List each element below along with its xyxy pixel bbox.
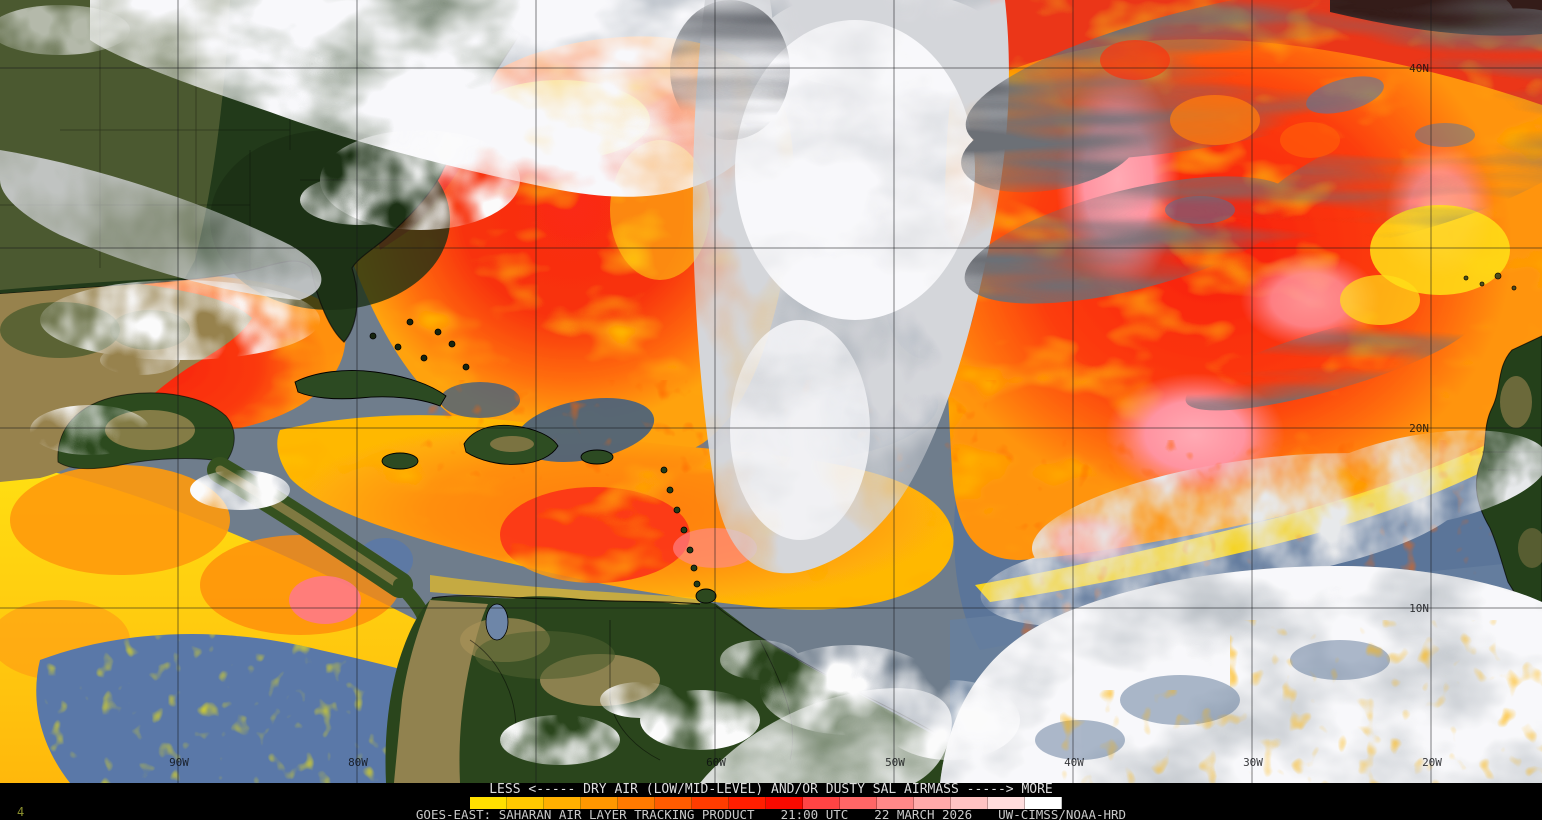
colorbar-segment bbox=[618, 797, 655, 809]
footer-credit: UW-CIMSS/NOAA-HRD bbox=[998, 807, 1127, 820]
grid-label: 90W bbox=[169, 756, 189, 769]
grid-label: 40N bbox=[1409, 62, 1429, 75]
colorbar-segment bbox=[692, 797, 729, 809]
colorbar-segment bbox=[470, 797, 507, 809]
grid-label: 40W bbox=[1064, 756, 1084, 769]
trinidad-island bbox=[695, 588, 717, 604]
colorbar-segment bbox=[803, 797, 840, 809]
colorbar-segment bbox=[1025, 797, 1062, 809]
footer-date: 22 MARCH 2026 bbox=[874, 807, 973, 820]
latlon-grid-labels: 90W 80W 60W 50W 40W 30W 20W 40N 20N 10N bbox=[169, 62, 1442, 769]
colorbar-segment bbox=[729, 797, 766, 809]
grid-label: 30W bbox=[1243, 756, 1263, 769]
grid-label: 10N bbox=[1409, 602, 1429, 615]
puerto-rico-island bbox=[580, 449, 614, 465]
footer-time: 21:00 UTC bbox=[780, 807, 849, 820]
footer-line: GOES-EAST: SAHARAN AIR LAYER TRACKING PR… bbox=[0, 807, 1542, 820]
colorbar-segment bbox=[544, 797, 581, 809]
grid-label: 80W bbox=[348, 756, 368, 769]
legend-title: LESS <----- DRY AIR (LOW/MID-LEVEL) AND/… bbox=[489, 782, 1053, 797]
jamaica-island bbox=[381, 452, 419, 470]
subtropical-cloud-band bbox=[980, 430, 1542, 627]
colorbar-segment bbox=[766, 797, 803, 809]
colorbar-segment bbox=[581, 797, 618, 809]
colorbar bbox=[470, 797, 1062, 809]
colorbar-segment bbox=[840, 797, 877, 809]
latlon-grid bbox=[0, 0, 1542, 783]
colorbar-segment bbox=[507, 797, 544, 809]
grid-label: 60W bbox=[706, 756, 726, 769]
legend-bar: LESS <----- DRY AIR (LOW/MID-LEVEL) AND/… bbox=[0, 783, 1542, 820]
cuba-island bbox=[294, 370, 447, 407]
colorbar-segment bbox=[951, 797, 988, 809]
bahamas-islands bbox=[369, 318, 470, 371]
colorbar-segment bbox=[655, 797, 692, 809]
colorbar-segment bbox=[877, 797, 914, 809]
grid-label: 50W bbox=[885, 756, 905, 769]
colorbar-segment bbox=[914, 797, 951, 809]
grid-label: 20N bbox=[1409, 422, 1429, 435]
cloud-decks bbox=[0, 0, 1542, 783]
footer-product: GOES-EAST: SAHARAN AIR LAYER TRACKING PR… bbox=[415, 807, 755, 820]
lake-maracaibo bbox=[485, 603, 509, 641]
lesser-antilles-islands bbox=[660, 466, 701, 588]
frame-number: 4 bbox=[17, 805, 25, 819]
satellite-map: 90W 80W 60W 50W 40W 30W 20W 40N 20N 10N bbox=[0, 0, 1542, 783]
scattered-cumulus bbox=[0, 5, 1020, 765]
grid-label: 20W bbox=[1422, 756, 1442, 769]
colorbar-segment bbox=[988, 797, 1025, 809]
satellite-imagery: 90W 80W 60W 50W 40W 30W 20W 40N 20N 10N bbox=[0, 0, 1542, 783]
dark-high-clouds bbox=[670, 0, 1542, 411]
canary-islands bbox=[1463, 272, 1517, 291]
